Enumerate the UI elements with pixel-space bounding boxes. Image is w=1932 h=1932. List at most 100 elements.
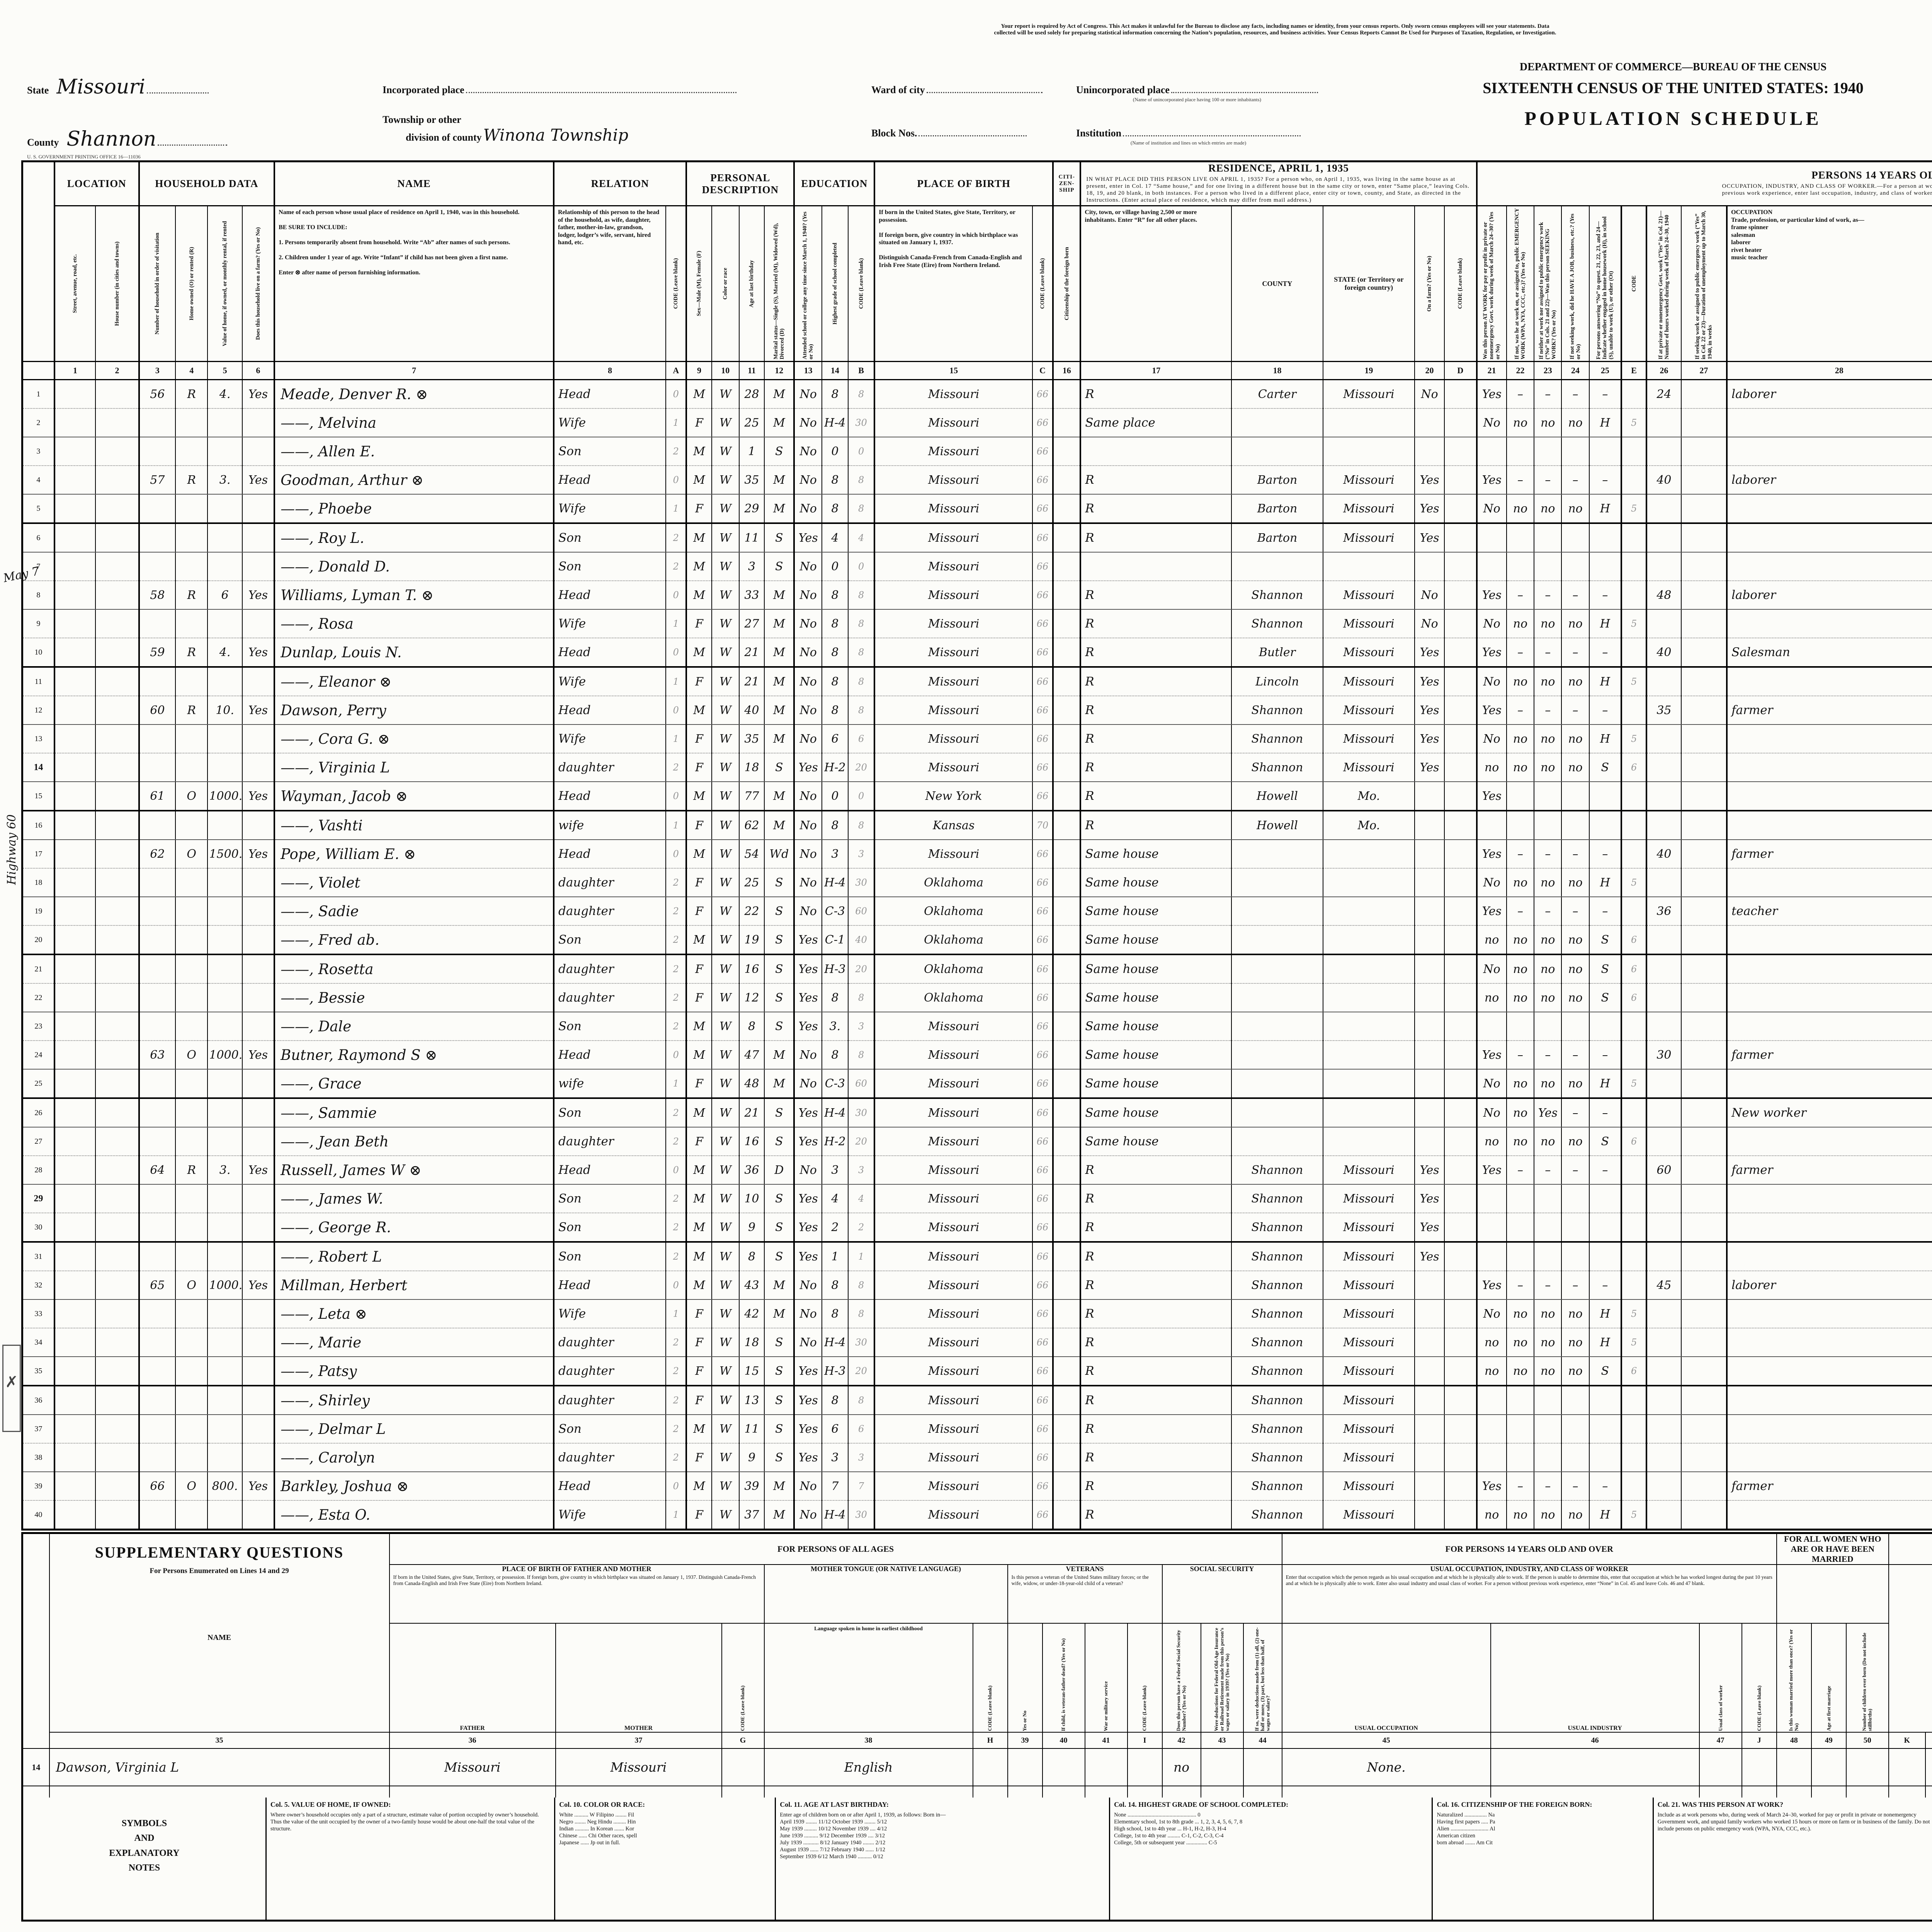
cell-col27-line33 (1680, 1299, 1728, 1328)
cell-col12-line30: S (764, 1213, 795, 1243)
col-number-A: A (665, 361, 687, 380)
symbols-and-notes-band: SYMBOLS AND EXPLANATORY NOTES Col. 5. VAL… (21, 1798, 1932, 1922)
cell-col27-line8 (1680, 581, 1728, 610)
band-women: FOR ALL WOMEN WHO ARE OR HAVE BEEN MARRI… (1776, 1532, 1889, 1565)
cell-col9-line2: F (686, 408, 712, 437)
col-number-E: E (1621, 361, 1648, 380)
cell-col4-line23 (175, 1012, 208, 1041)
cell-col12-line36: S (764, 1386, 795, 1415)
cell-col21-line33: No (1476, 1299, 1507, 1328)
cell-colE-line10 (1621, 638, 1648, 668)
cell-col7-line16: ——, Vashti (274, 811, 554, 840)
supp-line-col (22, 1532, 50, 1749)
cell-col22-line6 (1506, 523, 1535, 553)
supp-cell (1845, 1748, 1889, 1786)
cell-col13-line17: No (794, 840, 822, 869)
cell-col22-line37 (1506, 1415, 1535, 1444)
cell-col11-line37: 11 (738, 1415, 765, 1444)
cell-col1-line34 (54, 1328, 96, 1357)
cell-col26-line8: 48 (1646, 581, 1682, 610)
cell-col13-line2: No (794, 408, 822, 437)
cell-colE-line2: 5 (1621, 408, 1648, 437)
supp-col-41: War or military service (1084, 1623, 1128, 1733)
cell-col10-line10: W (711, 638, 740, 668)
cell-col23-line39: – (1534, 1472, 1562, 1501)
cell-col4-line34 (175, 1328, 208, 1357)
cell-col20-line1: No (1414, 379, 1445, 409)
cell-colE-line13: 5 (1621, 724, 1648, 753)
cell-colB-line29: 4 (847, 1184, 876, 1213)
table-row-26: 26 ——, Sammie Son 2 M W 21 S Yes H-4 30 Missouri 66 S… (22, 1098, 1932, 1128)
line-number-left: 22 (22, 983, 55, 1012)
cell-col1-line20 (54, 925, 96, 955)
col-number-23: 23 (1534, 361, 1562, 380)
col-number-14: 14 (821, 361, 849, 380)
group-citizenship: CITI- ZEN- SHIP (1053, 161, 1082, 206)
cell-col21-line31 (1476, 1242, 1507, 1271)
cell-col26-line29 (1646, 1184, 1682, 1213)
col-header-26: If at private or nonemergency Govt. work… (1646, 205, 1682, 362)
cell-col14-line36: 8 (821, 1386, 849, 1415)
cell-colE-line21: 6 (1621, 954, 1648, 984)
cell-col7-line2: ——, Melvina (274, 408, 554, 437)
cell-col23-line10: – (1534, 638, 1562, 668)
cell-colC-line27: 66 (1032, 1127, 1054, 1156)
cell-col17-line8: R (1080, 581, 1232, 610)
cell-col11-line22: 12 (738, 983, 765, 1012)
cell-col10-line25: W (711, 1069, 740, 1099)
cell-col22-line22: no (1506, 983, 1535, 1012)
cell-col18-line23 (1231, 1012, 1323, 1041)
cell-col8-line10: Head (553, 638, 667, 668)
col-header-27: If seeking work or assigned to public em… (1680, 205, 1728, 362)
cell-col25-line22: S (1588, 983, 1622, 1012)
line-number-left: 9 (22, 609, 55, 638)
cell-col1-line22 (54, 983, 96, 1012)
cell-col3-line13 (138, 724, 176, 753)
cell-col26-line3 (1646, 437, 1682, 466)
cell-col16-line12 (1053, 696, 1082, 725)
cell-col5-line29 (207, 1184, 243, 1213)
cell-col25-line25: H (1588, 1069, 1622, 1099)
cell-col16-line36 (1053, 1386, 1082, 1415)
cell-colD-line16 (1444, 811, 1478, 840)
cell-col12-line15: M (764, 782, 795, 811)
cell-col16-line20 (1053, 925, 1082, 955)
cell-col21-line37 (1476, 1415, 1507, 1444)
supp-cell: None. (1281, 1748, 1491, 1786)
cell-col2-line21 (95, 954, 140, 984)
supp-col-number-46: 46 (1490, 1732, 1700, 1749)
cell-col12-line27: S (764, 1127, 795, 1156)
cell-colC-line31: 66 (1032, 1242, 1054, 1271)
cell-col16-line6 (1053, 523, 1082, 553)
cell-col18-line24 (1231, 1041, 1323, 1070)
cell-col25-line13: H (1588, 724, 1622, 753)
cell-colD-line36 (1444, 1386, 1478, 1415)
cell-col2-line34 (95, 1328, 140, 1357)
cell-col16-line25 (1053, 1069, 1082, 1099)
cell-col21-line13: No (1476, 724, 1507, 753)
cell-col10-line9: W (711, 609, 740, 638)
cell-col10-line21: W (711, 954, 740, 984)
cell-col14-line13: 6 (821, 724, 849, 753)
cell-colC-line23: 66 (1032, 1012, 1054, 1041)
cell-col23-line1: – (1534, 379, 1562, 409)
cell-col6-line13 (242, 724, 276, 753)
line-number-left: 36 (22, 1386, 55, 1415)
cell-col24-line27: no (1561, 1127, 1590, 1156)
cell-col28-line27 (1726, 1127, 1932, 1156)
cell-col22-line11: no (1506, 667, 1535, 696)
cell-col23-line25: no (1534, 1069, 1562, 1099)
cell-col12-line7: S (764, 552, 795, 581)
institution-field: Institution (Name of institution and lin… (1076, 128, 1301, 146)
cell-col28-line38 (1726, 1443, 1932, 1472)
cell-col8-line25: wife (553, 1069, 667, 1099)
cell-col5-line39: 800. (207, 1472, 243, 1501)
cell-col12-line29: S (764, 1184, 795, 1213)
group-personal-description: PERSONAL DESCRIPTION (686, 161, 795, 206)
cell-colA-line21: 2 (665, 954, 687, 984)
cell-col17-line11: R (1080, 667, 1232, 696)
cell-col8-line14: daughter (553, 753, 667, 782)
cell-col9-line4: M (686, 466, 712, 495)
cell-col16-line9 (1053, 609, 1082, 638)
cell-col13-line8: No (794, 581, 822, 610)
